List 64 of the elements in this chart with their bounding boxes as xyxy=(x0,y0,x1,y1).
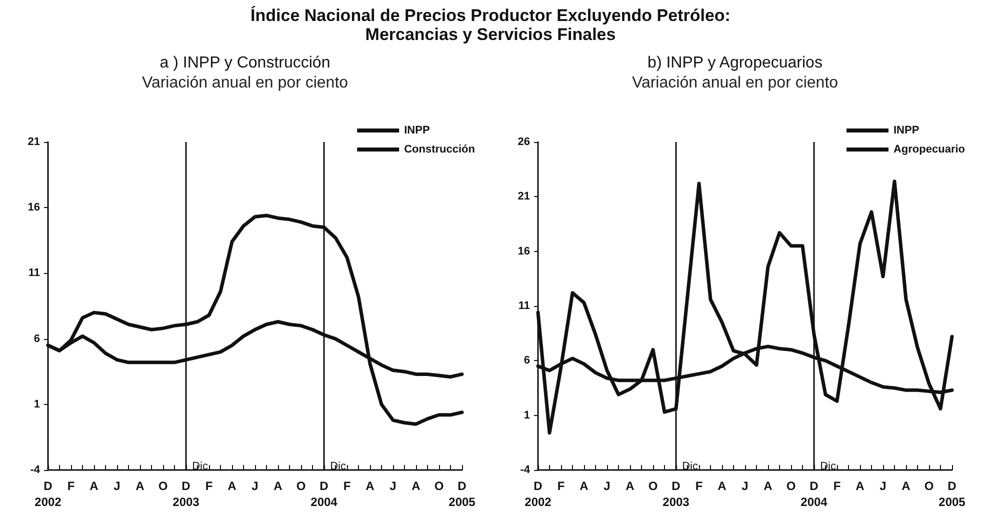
y-tick-label: 16 xyxy=(28,202,40,214)
ref-line-label: Dic xyxy=(330,460,346,472)
y-tick-label: 26 xyxy=(518,136,530,148)
x-tick-label: D 2002 xyxy=(34,479,62,509)
x-tick-label: F xyxy=(833,479,841,493)
x-tick-label: A xyxy=(228,479,237,493)
x-tick-label: J xyxy=(742,479,748,493)
x-tick-label: F xyxy=(205,479,213,493)
x-tick-label: D 2003 xyxy=(172,479,200,509)
legend-label: INPP xyxy=(404,124,430,136)
chart-title: a ) INPP y Construcción xyxy=(160,54,330,72)
x-tick-label: A xyxy=(412,479,421,493)
y-tick-label: 21 xyxy=(28,136,40,148)
x-tick-label: A xyxy=(626,479,635,493)
x-tick-label: O xyxy=(786,479,796,493)
y-tick-label: 16 xyxy=(518,245,530,258)
y-tick-label: 1 xyxy=(34,398,40,410)
legend-label: Construcción xyxy=(404,144,476,156)
x-tick-label: A xyxy=(718,479,727,493)
ref-line-label: Dic xyxy=(192,460,208,472)
x-tick-label: F xyxy=(695,479,703,493)
x-tick-label: D 2004 xyxy=(800,479,828,509)
x-tick-label: D 2005 xyxy=(448,479,476,509)
x-tick-label: A xyxy=(856,479,865,493)
x-tick-label: A xyxy=(274,479,283,493)
chart-subtitle: Variación anual en por ciento xyxy=(142,74,348,92)
x-tick-label: J xyxy=(114,479,120,493)
x-tick-label: O xyxy=(158,479,168,493)
chart-title: b) INPP y Agropecuarios xyxy=(648,54,822,72)
y-tick-label: 21 xyxy=(518,190,530,203)
x-tick-label: A xyxy=(580,479,589,493)
x-tick-label: O xyxy=(434,479,444,493)
x-tick-label: O xyxy=(648,479,658,493)
y-tick-label: 6 xyxy=(34,332,40,345)
y-tick-label: -4 xyxy=(520,464,531,476)
x-tick-label: A xyxy=(902,479,911,493)
x-tick-label: J xyxy=(252,479,258,493)
text: Índice Nacional de Precios Productor Excluyendo Petróleo: Mercancias y Servicios Finales xyxy=(250,5,732,46)
y-tick-label: 11 xyxy=(518,300,530,312)
x-tick-label: F xyxy=(557,479,565,493)
x-tick-label: F xyxy=(67,479,75,493)
x-tick-label: A xyxy=(366,479,375,493)
y-tick-label: -4 xyxy=(30,464,41,476)
x-tick-label: A xyxy=(764,479,773,493)
ref-line-label: Dic xyxy=(682,460,698,472)
legend-label: Agropecuario xyxy=(893,144,966,156)
x-tick-label: A xyxy=(136,479,145,493)
x-tick-label: J xyxy=(390,479,396,493)
x-tick-label: O xyxy=(924,479,934,493)
x-tick-label: J xyxy=(880,479,886,493)
y-tick-label: 11 xyxy=(28,267,40,280)
x-tick-label: D 2002 xyxy=(524,479,552,509)
legend-label: INPP xyxy=(893,124,920,136)
y-tick-label: 1 xyxy=(524,409,530,422)
x-tick-label: O xyxy=(296,479,306,493)
x-tick-label: D 2003 xyxy=(662,479,690,509)
x-tick-label: J xyxy=(604,479,610,493)
x-tick-label: D 2004 xyxy=(310,479,338,509)
chart-subtitle: Variación anual en por ciento xyxy=(632,74,838,92)
x-tick-label: A xyxy=(90,479,99,493)
x-tick-label: F xyxy=(343,479,351,493)
y-tick-label: 6 xyxy=(524,354,530,367)
x-tick-label: D 2005 xyxy=(938,479,966,509)
ref-line-label: Dic xyxy=(820,460,836,472)
